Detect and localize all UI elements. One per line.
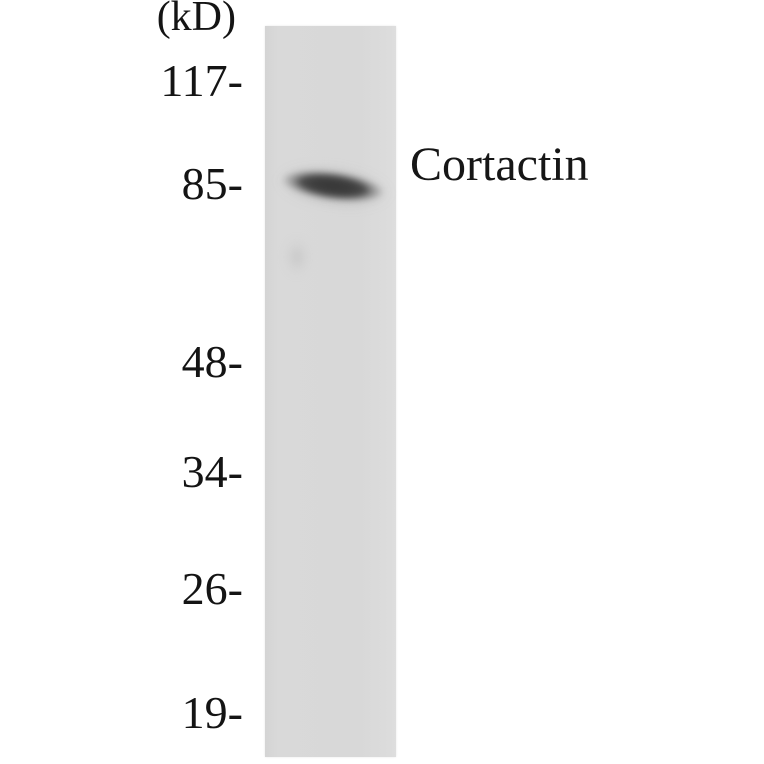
mw-marker-117: 117-	[160, 55, 243, 106]
gel-lane	[265, 26, 396, 757]
mw-marker-19: 19-	[181, 687, 243, 738]
faint-artifact	[283, 237, 311, 277]
mw-marker-85: 85-	[181, 158, 243, 209]
mw-marker-48: 48-	[181, 336, 243, 387]
mw-marker-34: 34-	[181, 446, 243, 497]
kd-unit-label: (kD)	[156, 0, 236, 40]
band-label: Cortactin	[410, 138, 589, 191]
mw-marker-26: 26-	[181, 563, 243, 614]
